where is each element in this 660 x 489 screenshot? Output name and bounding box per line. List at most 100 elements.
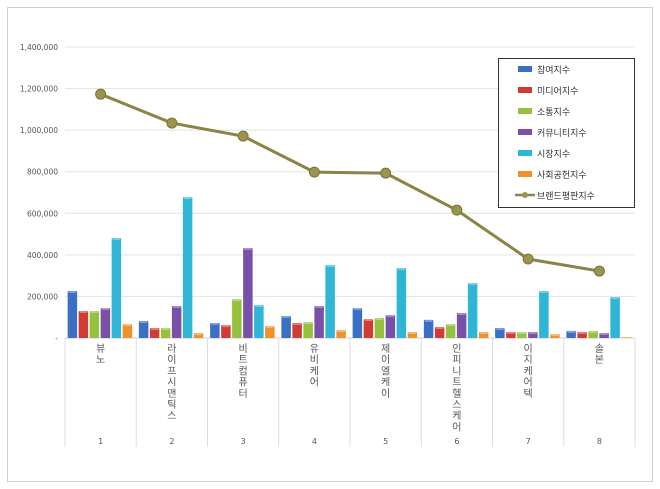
bar-highlight [293, 323, 301, 326]
category-label: 이 [167, 354, 176, 366]
legend-label: 커뮤니티지수 [537, 128, 587, 139]
bar-highlight [457, 313, 466, 316]
y-tick-label: 600,000 [27, 209, 58, 218]
category-label: 케 [452, 410, 461, 422]
bar-highlight [183, 197, 192, 200]
y-tick-label: 1,000,000 [20, 126, 58, 135]
category-label: 케 [381, 377, 390, 389]
category-label: 스 [167, 410, 176, 422]
category-label: 노 [96, 354, 105, 366]
bar-highlight [353, 308, 362, 311]
bar-커뮤니티지수 [100, 308, 111, 338]
legend-swatch [518, 108, 532, 114]
bar-사회공헌지수 [550, 334, 560, 338]
line-point [95, 88, 107, 100]
bar-참여지수 [281, 315, 291, 338]
bar-미디어지수 [221, 325, 231, 338]
bar-소통지수 [303, 321, 313, 338]
bar-highlight [364, 319, 373, 322]
bar-참여지수 [495, 328, 505, 338]
legend-swatch [518, 171, 532, 177]
category-label: 비 [310, 354, 319, 366]
category-label: 프 [167, 366, 176, 377]
legend-swatch [518, 150, 532, 156]
bar-highlight [578, 331, 586, 334]
bar-highlight [222, 325, 230, 328]
bar-커뮤니티지수 [599, 333, 609, 338]
bar-참여지수 [210, 323, 220, 338]
bar-highlight [540, 291, 548, 294]
legend-label: 시장지수 [537, 149, 570, 160]
bar-highlight [211, 323, 219, 326]
category-label: 퓨 [239, 378, 248, 389]
bar-highlight [244, 247, 252, 250]
bar-참여지수 [423, 319, 434, 338]
bar-시장지수 [610, 297, 620, 338]
bar-highlight [397, 267, 406, 270]
bar-사회공헌지수 [478, 331, 489, 338]
bar-참여지수 [67, 291, 78, 338]
bar-highlight [551, 334, 559, 337]
bar-미디어지수 [506, 331, 516, 338]
bar-highlight [518, 331, 526, 334]
bar-커뮤니티지수 [243, 247, 253, 338]
bar-highlight [150, 328, 159, 331]
bar-커뮤니티지수 [528, 331, 538, 338]
rank-label: 8 [597, 437, 602, 446]
line-point [308, 166, 320, 178]
y-tick-label: 800,000 [27, 168, 58, 177]
category-label: 비 [239, 343, 248, 355]
bar-미디어지수 [149, 328, 160, 338]
bar-커뮤니티지수 [314, 305, 324, 338]
rank-label: 3 [241, 437, 246, 446]
bar-highlight [600, 333, 608, 336]
bar-커뮤니티지수 [171, 305, 182, 338]
bar-미디어지수 [363, 319, 374, 338]
category-label: 어 [524, 377, 533, 389]
bar-highlight [255, 304, 263, 307]
bar-참여지수 [566, 330, 576, 338]
bar-highlight [266, 325, 274, 328]
bar-시장지수 [396, 267, 407, 338]
bar-highlight [194, 333, 203, 336]
bar-highlight [337, 330, 345, 333]
rank-label: 7 [526, 437, 531, 446]
bar-highlight [282, 315, 290, 318]
category-label: 시 [167, 377, 176, 389]
bar-highlight [375, 318, 384, 321]
category-label: 이 [381, 388, 390, 400]
bar-highlight [496, 328, 504, 331]
bar-사회공헌지수 [407, 331, 418, 338]
bar-시장지수 [539, 291, 549, 338]
y-tick-label: - [55, 334, 58, 343]
bar-사회공헌지수 [193, 333, 204, 338]
bar-소통지수 [89, 310, 100, 338]
bar-미디어지수 [78, 310, 89, 338]
category-label: 제 [381, 343, 390, 355]
rank-label: 4 [312, 437, 317, 446]
line-point [380, 167, 392, 179]
category-label: 솔 [595, 343, 604, 355]
y-tick-label: 200,000 [27, 292, 58, 301]
category-label: 케 [310, 365, 319, 377]
y-tick-label: 1,200,000 [20, 85, 58, 94]
legend-label: 브랜드평판지수 [537, 191, 595, 202]
bar-미디어지수 [434, 326, 445, 338]
category-label: 엘 [381, 364, 390, 377]
category-label: 라 [167, 343, 176, 355]
bar-highlight [386, 315, 395, 318]
category-label: 텍 [524, 388, 533, 400]
bar-highlight [622, 336, 630, 339]
bar-소통지수 [374, 318, 385, 338]
bar-highlight [139, 320, 148, 323]
bar-사회공헌지수 [265, 325, 275, 338]
line-point [166, 117, 178, 129]
bar-highlight [479, 331, 488, 334]
category-label: 헬 [452, 388, 461, 400]
bar-미디어지수 [577, 331, 587, 338]
bar-소통지수 [445, 324, 456, 338]
bar-highlight [79, 310, 88, 313]
category-label: 스 [452, 399, 461, 411]
category-label: 트 [452, 378, 461, 389]
